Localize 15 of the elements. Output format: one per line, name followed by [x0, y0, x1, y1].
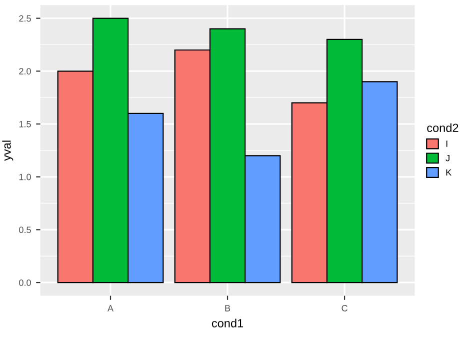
x-tick-label: A — [108, 305, 114, 312]
x-axis-title: cond1 — [212, 318, 244, 328]
y-tick-label: 0.5 — [19, 226, 31, 234]
y-tick-label: 1.0 — [19, 174, 31, 180]
y-axis-title: yval — [2, 140, 14, 161]
y-tick-label: 2.0 — [19, 68, 31, 74]
legend-label: K — [446, 169, 452, 176]
legend-label: J — [446, 154, 450, 162]
legend-title: cond2 — [427, 123, 458, 132]
x-tick-label: B — [225, 305, 230, 312]
y-tick-label: 2.5 — [19, 15, 31, 22]
y-tick-label: 0.0 — [19, 280, 31, 286]
y-tick-label: 1.5 — [19, 121, 31, 128]
legend-label: I — [446, 140, 448, 147]
x-tick-label: C — [342, 305, 348, 312]
